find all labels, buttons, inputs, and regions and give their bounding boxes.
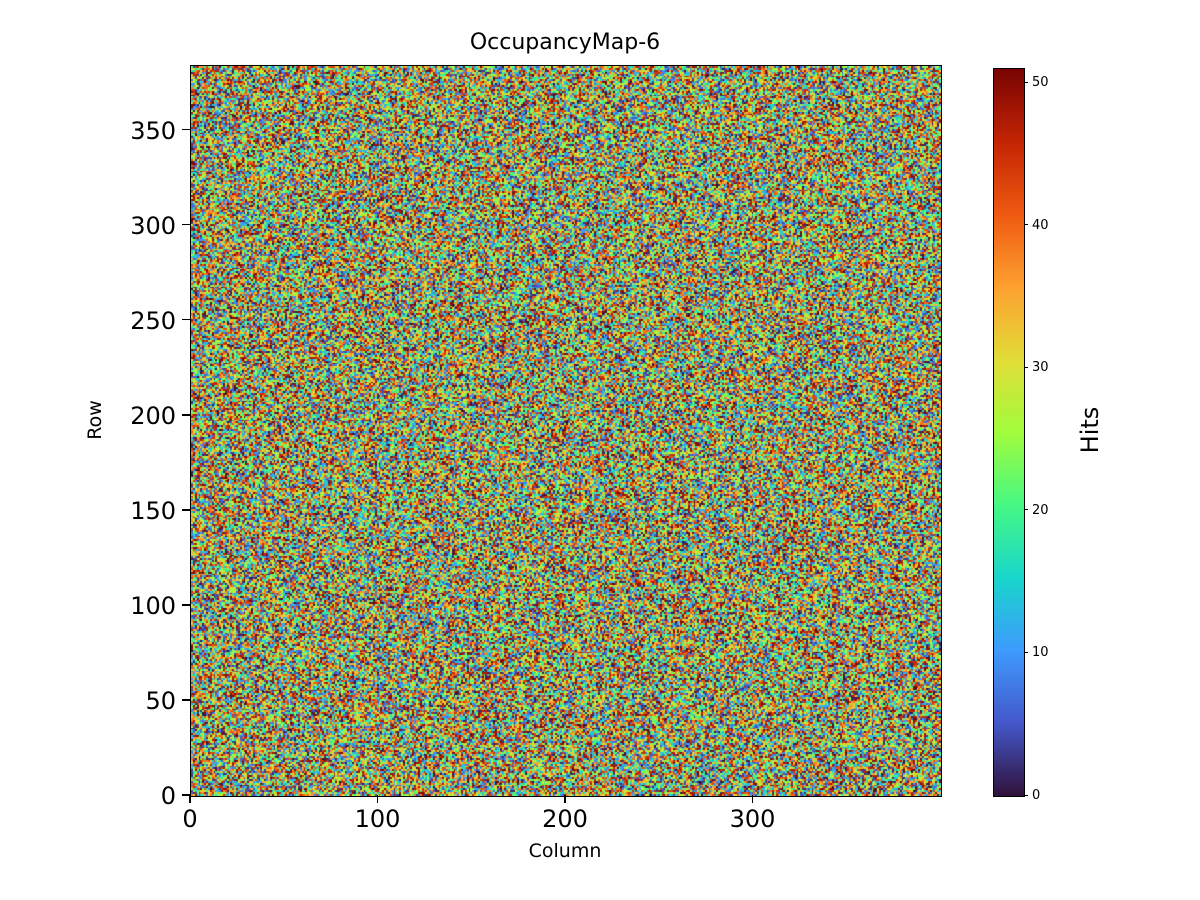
x-tick-mark bbox=[376, 795, 379, 803]
colorbar-tick-label: 30 bbox=[1032, 360, 1049, 376]
colorbar-tick-mark bbox=[1024, 651, 1028, 653]
colorbar-label: Hits bbox=[1076, 406, 1104, 454]
y-tick-label: 100 bbox=[130, 591, 176, 620]
y-tick-label: 0 bbox=[160, 782, 176, 810]
colorbar-tick-label: 0 bbox=[1032, 788, 1041, 803]
heatmap-canvas bbox=[191, 66, 941, 796]
y-tick-mark bbox=[182, 509, 190, 511]
colorbar-tick-mark bbox=[1024, 81, 1028, 83]
x-tick-label: 300 bbox=[729, 805, 776, 833]
colorbar-gradient-canvas bbox=[994, 69, 1024, 796]
colorbar bbox=[993, 68, 1025, 797]
y-tick-label: 300 bbox=[130, 211, 176, 240]
chart-title: OccupancyMap-6 bbox=[469, 30, 661, 55]
y-tick-label: 350 bbox=[130, 116, 176, 145]
x-tick-mark bbox=[564, 795, 566, 803]
x-tick-label: 0 bbox=[182, 805, 198, 833]
colorbar-tick-label: 50 bbox=[1032, 75, 1049, 91]
colorbar-tick-mark bbox=[1024, 366, 1028, 368]
y-tick-mark bbox=[182, 699, 190, 701]
colorbar-tick-label: 40 bbox=[1032, 217, 1049, 233]
y-tick-label: 200 bbox=[130, 401, 176, 430]
colorbar-tick-mark bbox=[1024, 509, 1028, 511]
x-tick-mark bbox=[751, 795, 754, 803]
y-tick-label: 150 bbox=[130, 496, 176, 525]
colorbar-tick-mark bbox=[1024, 794, 1028, 796]
y-tick-mark bbox=[182, 414, 190, 416]
y-axis-label: Row bbox=[84, 400, 106, 440]
y-tick-mark bbox=[182, 604, 190, 606]
x-tick-label: 100 bbox=[354, 805, 401, 833]
colorbar-tick-label: 10 bbox=[1032, 645, 1049, 661]
x-axis-label: Column bbox=[528, 840, 602, 862]
y-tick-mark bbox=[182, 223, 190, 226]
heatmap-plot-area bbox=[190, 65, 942, 797]
colorbar-tick-label: 20 bbox=[1032, 502, 1049, 518]
x-tick-mark bbox=[189, 795, 191, 803]
x-tick-label: 200 bbox=[542, 805, 588, 833]
y-tick-label: 250 bbox=[130, 306, 176, 335]
y-tick-mark bbox=[182, 794, 190, 796]
colorbar-tick-mark bbox=[1024, 224, 1028, 226]
y-tick-mark bbox=[182, 128, 190, 131]
y-tick-mark bbox=[182, 318, 190, 321]
y-tick-label: 50 bbox=[145, 686, 176, 715]
